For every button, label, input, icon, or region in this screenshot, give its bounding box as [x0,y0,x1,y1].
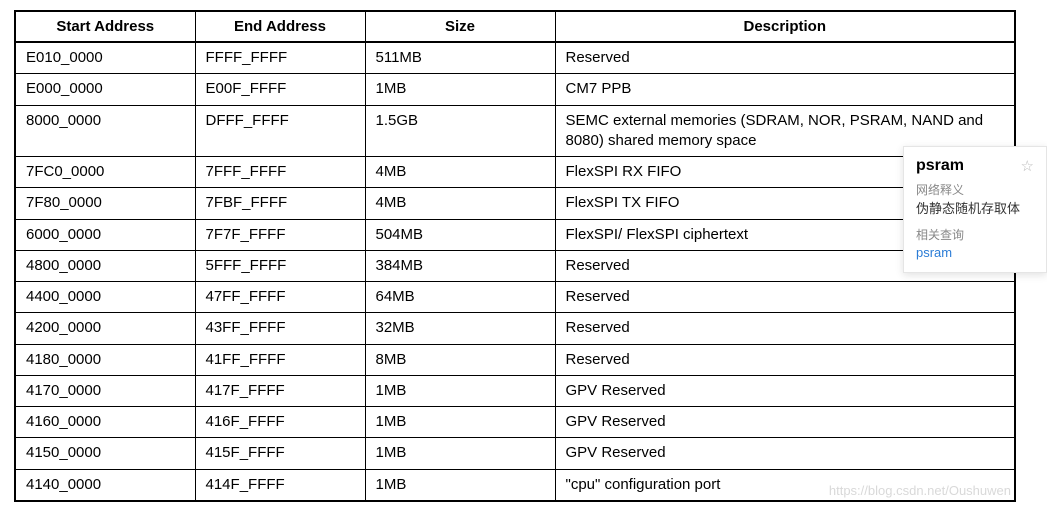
cell-size: 1MB [365,74,555,105]
table-row: 6000_00007F7F_FFFF504MBFlexSPI/ FlexSPI … [15,219,1015,250]
cell-desc: Reserved [555,42,1015,74]
col-header-end: End Address [195,11,365,42]
cell-size: 8MB [365,344,555,375]
table-row: 4150_0000415F_FFFF1MBGPV Reserved [15,438,1015,469]
tooltip-related-link[interactable]: psram [916,245,1034,260]
table-row: 4200_000043FF_FFFF32MBReserved [15,313,1015,344]
cell-end: 7F7F_FFFF [195,219,365,250]
cell-size: 1MB [365,438,555,469]
cell-end: 414F_FFFF [195,469,365,501]
cell-end: FFFF_FFFF [195,42,365,74]
table-row: E010_0000FFFF_FFFF511MBReserved [15,42,1015,74]
col-header-desc: Description [555,11,1015,42]
cell-start: 4170_0000 [15,375,195,406]
cell-desc: Reserved [555,282,1015,313]
col-header-size: Size [365,11,555,42]
cell-desc: CM7 PPB [555,74,1015,105]
tooltip-section-related: 相关查询 [916,226,1034,243]
cell-desc: Reserved [555,313,1015,344]
cell-start: 4200_0000 [15,313,195,344]
cell-size: 1.5GB [365,105,555,157]
cell-start: 6000_0000 [15,219,195,250]
cell-end: 7FBF_FFFF [195,188,365,219]
cell-end: 415F_FFFF [195,438,365,469]
table-row: 4800_00005FFF_FFFF384MBReserved [15,250,1015,281]
cell-desc: GPV Reserved [555,407,1015,438]
table-row: 4400_000047FF_FFFF64MBReserved [15,282,1015,313]
cell-size: 1MB [365,375,555,406]
cell-size: 4MB [365,188,555,219]
table-row: 4140_0000414F_FFFF1MB"cpu" configuration… [15,469,1015,501]
col-header-start: Start Address [15,11,195,42]
cell-start: E000_0000 [15,74,195,105]
dictionary-tooltip: psram ☆ 网络释义 伪静态随机存取体 相关查询 psram [903,146,1047,273]
cell-start: 4800_0000 [15,250,195,281]
cell-size: 511MB [365,42,555,74]
table-row: 4170_0000417F_FFFF1MBGPV Reserved [15,375,1015,406]
cell-end: 417F_FFFF [195,375,365,406]
cell-size: 32MB [365,313,555,344]
cell-desc: GPV Reserved [555,438,1015,469]
cell-start: 7FC0_0000 [15,157,195,188]
table-body: E010_0000FFFF_FFFF511MBReservedE000_0000… [15,42,1015,501]
cell-size: 64MB [365,282,555,313]
cell-start: 4160_0000 [15,407,195,438]
tooltip-section-network: 网络释义 [916,181,1034,198]
star-icon[interactable]: ☆ [1021,157,1034,175]
cell-desc: Reserved [555,344,1015,375]
cell-end: E00F_FFFF [195,74,365,105]
cell-start: 7F80_0000 [15,188,195,219]
tooltip-title: psram [916,157,964,175]
table-row: 7FC0_00007FFF_FFFF4MBFlexSPI RX FIFO [15,157,1015,188]
cell-end: 41FF_FFFF [195,344,365,375]
tooltip-definition: 伪静态随机存取体 [916,200,1034,218]
table-row: 7F80_00007FBF_FFFF4MBFlexSPI TX FIFO [15,188,1015,219]
cell-end: 47FF_FFFF [195,282,365,313]
cell-start: 4400_0000 [15,282,195,313]
table-row: E000_0000E00F_FFFF1MBCM7 PPB [15,74,1015,105]
cell-start: 4180_0000 [15,344,195,375]
cell-size: 1MB [365,407,555,438]
cell-end: 5FFF_FFFF [195,250,365,281]
table-row: 4180_000041FF_FFFF8MBReserved [15,344,1015,375]
cell-end: 43FF_FFFF [195,313,365,344]
table-row: 8000_0000DFFF_FFFF1.5GBSEMC external mem… [15,105,1015,157]
cell-start: 8000_0000 [15,105,195,157]
cell-end: DFFF_FFFF [195,105,365,157]
cell-start: 4140_0000 [15,469,195,501]
table-row: 4160_0000416F_FFFF1MBGPV Reserved [15,407,1015,438]
cell-end: 416F_FFFF [195,407,365,438]
cell-size: 504MB [365,219,555,250]
table-header: Start Address End Address Size Descripti… [15,11,1015,42]
cell-start: 4150_0000 [15,438,195,469]
cell-desc: "cpu" configuration port [555,469,1015,501]
cell-end: 7FFF_FFFF [195,157,365,188]
cell-desc: GPV Reserved [555,375,1015,406]
cell-size: 384MB [365,250,555,281]
memory-map-table: Start Address End Address Size Descripti… [14,10,1016,502]
cell-size: 4MB [365,157,555,188]
cell-start: E010_0000 [15,42,195,74]
cell-size: 1MB [365,469,555,501]
